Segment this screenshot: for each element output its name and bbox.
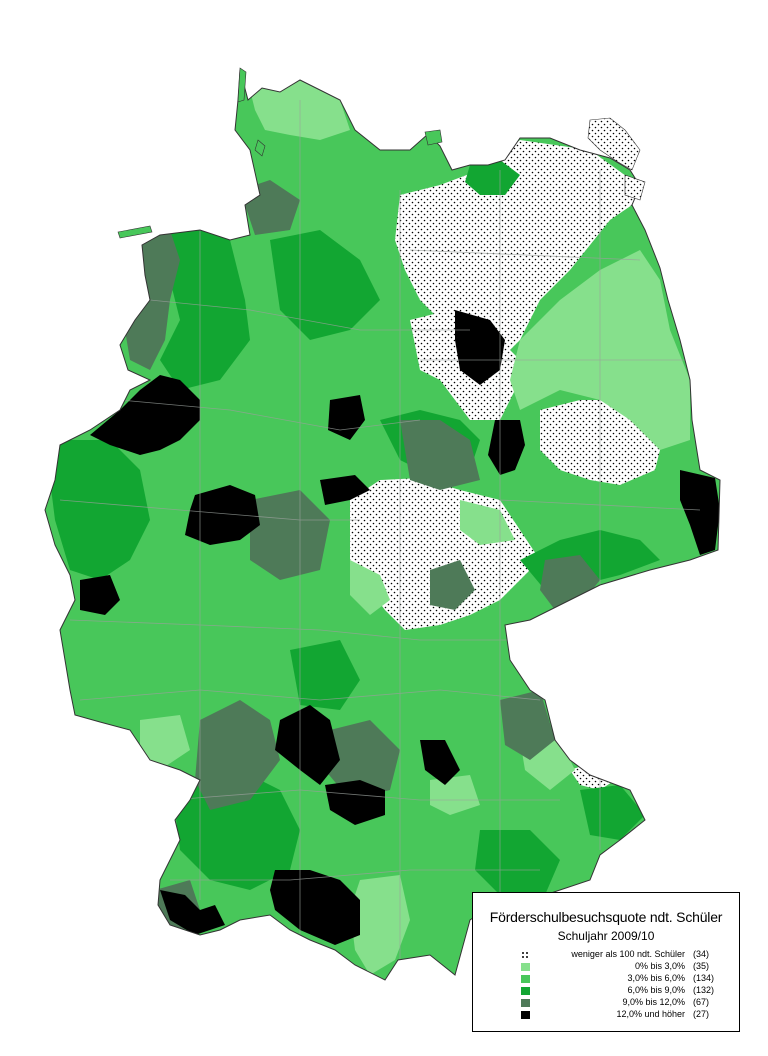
region-medium-3 bbox=[50, 440, 150, 580]
region-east-dotted bbox=[395, 140, 640, 360]
legend-swatch-dotted bbox=[521, 951, 530, 959]
region-black-1 bbox=[90, 375, 200, 455]
region-medium-2 bbox=[270, 230, 380, 340]
region-black-3 bbox=[328, 395, 365, 440]
region-dark-3 bbox=[400, 420, 480, 490]
region-dark-4 bbox=[250, 490, 330, 580]
region-black-7 bbox=[680, 470, 720, 555]
legend-swatch bbox=[521, 987, 530, 995]
legend-label: 3,0% bis 6,0% bbox=[627, 973, 685, 983]
region-black-9 bbox=[275, 705, 340, 785]
legend-row: weniger als 100 ndt. Schüler (34) bbox=[521, 949, 733, 961]
island-north-frisian bbox=[254, 139, 266, 157]
island-east-frisian bbox=[117, 225, 153, 239]
district-boundaries bbox=[59, 100, 701, 960]
region-light-8 bbox=[350, 560, 390, 615]
legend-swatch bbox=[521, 975, 530, 983]
region-black-8 bbox=[80, 575, 120, 615]
ruegen-islands bbox=[587, 117, 646, 201]
legend-row: 6,0% bis 9,0% (132) bbox=[521, 985, 733, 997]
region-light-5 bbox=[140, 715, 190, 770]
map-legend: Förderschulbesuchsquote ndt. Schüler Sch… bbox=[472, 892, 740, 1032]
region-black-11 bbox=[325, 780, 385, 825]
region-black-5 bbox=[320, 475, 370, 505]
legend-count: (67) bbox=[693, 997, 710, 1007]
legend-count: (132) bbox=[693, 985, 715, 995]
region-black-2 bbox=[455, 310, 505, 385]
legend-count: (34) bbox=[693, 949, 710, 959]
legend-row: 3,0% bis 6,0% (134) bbox=[521, 973, 733, 985]
legend-title: Förderschulbesuchsquote ndt. Schüler bbox=[489, 909, 723, 925]
legend-label: 9,0% bis 12,0% bbox=[622, 997, 685, 1007]
legend-label: 6,0% bis 9,0% bbox=[627, 985, 685, 995]
legend-label: 0% bis 3,0% bbox=[634, 961, 685, 971]
region-black-10 bbox=[420, 740, 460, 785]
region-black-4 bbox=[185, 485, 260, 545]
island-ruegen bbox=[587, 117, 641, 171]
legend-count: (27) bbox=[693, 1009, 710, 1019]
region-dark-5 bbox=[195, 700, 280, 810]
legend-row: 0% bis 3,0% (35) bbox=[521, 961, 733, 973]
legend-count: (134) bbox=[693, 973, 715, 983]
legend-swatch bbox=[521, 963, 530, 971]
region-light-6 bbox=[350, 875, 410, 975]
region-black-12 bbox=[270, 870, 360, 945]
legend-count: (35) bbox=[693, 961, 710, 971]
region-dark-9 bbox=[430, 560, 475, 610]
region-medium-7 bbox=[580, 785, 645, 840]
legend-label: 12,0% und höher bbox=[616, 1009, 685, 1019]
legend-rows: weniger als 100 ndt. Schüler (34) 0% bis… bbox=[521, 949, 733, 1021]
region-dark-7 bbox=[500, 690, 555, 760]
region-light-7 bbox=[430, 775, 480, 815]
region-medium-10 bbox=[475, 830, 560, 895]
legend-row: 12,0% und höher (27) bbox=[521, 1009, 733, 1021]
island-usedom bbox=[624, 174, 646, 201]
legend-label: weniger als 100 ndt. Schüler bbox=[571, 949, 685, 959]
island-sylt bbox=[237, 67, 247, 103]
legend-subtitle: Schuljahr 2009/10 bbox=[557, 929, 655, 943]
region-dark-6 bbox=[325, 720, 400, 800]
island-fehmarn bbox=[424, 129, 443, 146]
legend-swatch bbox=[521, 1011, 530, 1019]
region-medium-9 bbox=[290, 640, 360, 710]
region-black-6 bbox=[488, 420, 525, 475]
legend-swatch bbox=[521, 999, 530, 1007]
legend-row: 9,0% bis 12,0% (67) bbox=[521, 997, 733, 1009]
region-black-13 bbox=[160, 890, 225, 935]
region-light-3 bbox=[460, 500, 515, 545]
region-medium-8 bbox=[465, 160, 520, 195]
islands bbox=[117, 67, 443, 239]
